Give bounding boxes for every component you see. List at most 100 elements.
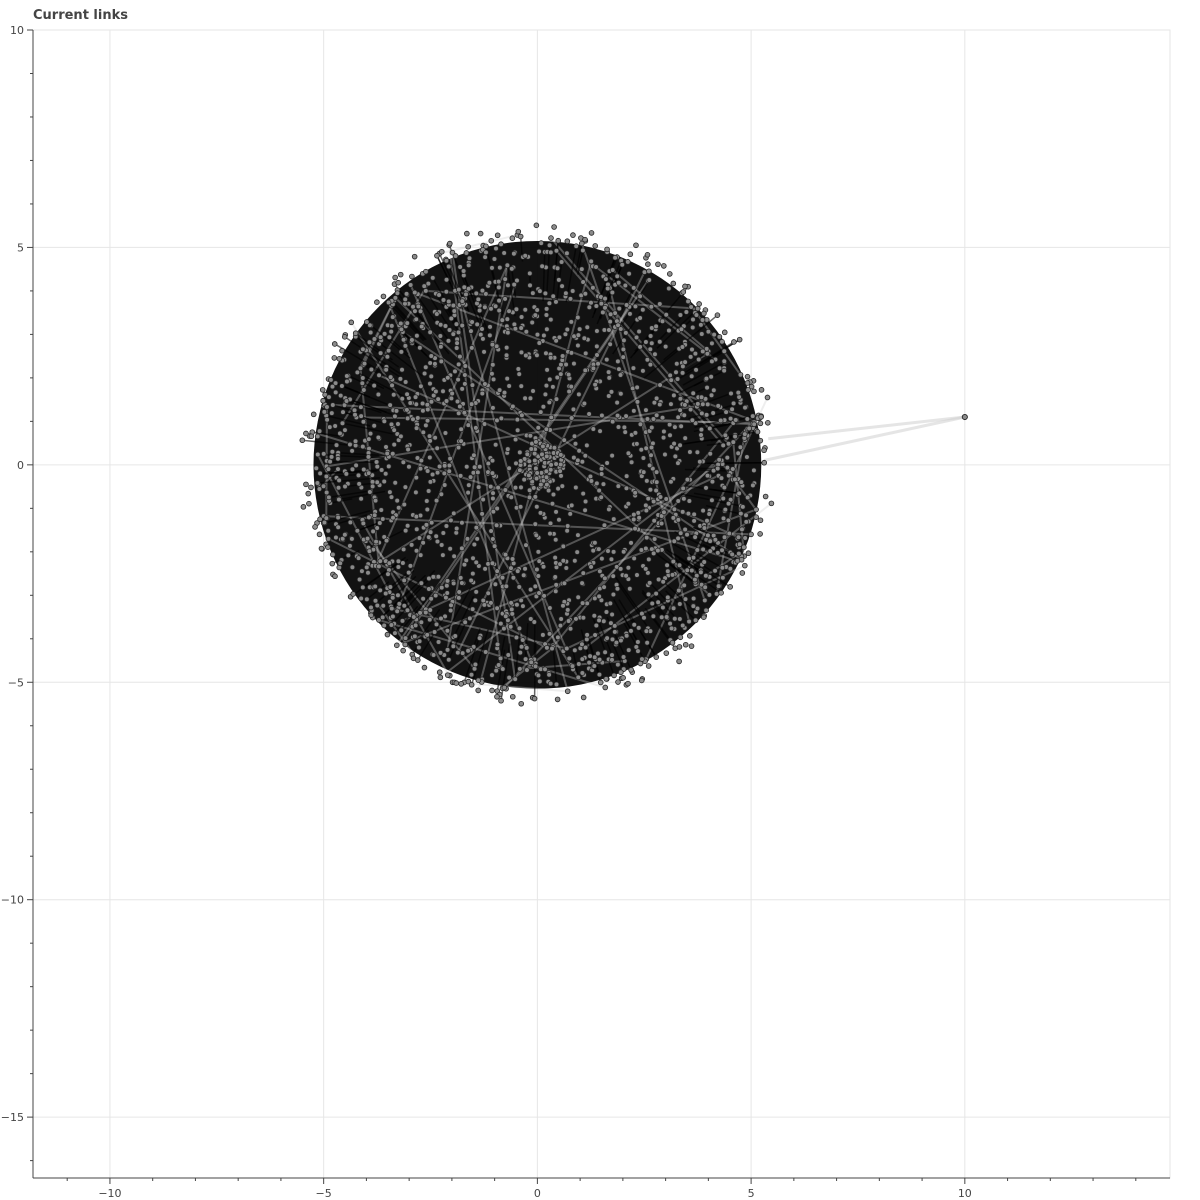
network-node	[679, 344, 686, 350]
network-node	[398, 326, 405, 333]
network-node	[604, 460, 610, 466]
network-node	[736, 336, 743, 343]
network-node	[614, 412, 621, 419]
network-node	[650, 416, 657, 422]
network-node	[556, 334, 563, 341]
network-node	[522, 395, 528, 402]
network-node	[449, 249, 456, 256]
network-node	[596, 593, 602, 600]
network-node	[580, 247, 586, 254]
network-node	[489, 457, 496, 464]
network-node	[618, 390, 624, 397]
network-node	[533, 475, 540, 482]
network-node	[360, 584, 366, 591]
network-node	[498, 697, 504, 704]
network-node	[663, 650, 670, 656]
network-node	[337, 430, 343, 437]
network-node	[620, 346, 627, 353]
network-node	[318, 545, 325, 552]
network-node	[675, 460, 681, 466]
network-node	[739, 526, 745, 533]
network-node	[551, 444, 558, 451]
network-node	[375, 391, 382, 398]
network-node	[703, 485, 709, 491]
network-node	[580, 490, 586, 497]
network-node	[447, 545, 453, 552]
network-node	[668, 401, 674, 407]
network-node	[306, 500, 312, 507]
network-node	[630, 516, 637, 523]
network-node	[552, 554, 558, 561]
network-node	[328, 410, 335, 416]
network-node	[532, 312, 539, 318]
network-node	[703, 572, 709, 579]
network-node	[374, 463, 381, 470]
network-node	[641, 614, 647, 621]
network-node	[722, 432, 729, 439]
network-node	[514, 568, 521, 574]
network-node	[367, 430, 374, 437]
network-node	[438, 343, 444, 350]
network-node	[457, 353, 463, 360]
network-node	[751, 467, 757, 474]
network-node	[404, 415, 411, 422]
edges	[302, 233, 966, 701]
network-node	[632, 430, 639, 436]
network-node	[611, 672, 617, 679]
network-node	[698, 394, 705, 401]
network-node	[467, 474, 474, 480]
network-node	[548, 462, 554, 468]
network-node	[579, 641, 585, 648]
network-node	[518, 700, 525, 707]
network-node	[640, 368, 646, 374]
network-node	[604, 285, 611, 292]
network-node	[566, 655, 573, 662]
network-node	[392, 413, 398, 420]
network-node	[536, 590, 542, 596]
network-node	[732, 476, 738, 483]
y-tick-label: −10	[1, 894, 24, 907]
network-node	[694, 547, 701, 553]
network-node	[635, 648, 641, 654]
network-node	[694, 449, 701, 456]
network-node	[471, 452, 477, 459]
network-node	[607, 341, 613, 348]
network-node	[731, 339, 737, 345]
network-node	[543, 306, 550, 312]
network-node	[537, 678, 543, 685]
edge	[612, 269, 710, 353]
network-node	[758, 414, 764, 420]
network-node	[377, 520, 383, 526]
network-node	[468, 681, 475, 688]
network-node	[363, 564, 370, 571]
network-node	[693, 312, 700, 318]
network-node	[494, 693, 500, 700]
network-node	[369, 479, 376, 485]
network-node	[455, 444, 462, 451]
network-node	[458, 438, 464, 444]
network-node	[388, 421, 395, 428]
network-node	[413, 489, 419, 496]
network-node	[569, 288, 576, 294]
network-node	[543, 453, 550, 460]
network-node	[475, 469, 481, 476]
network-node	[372, 597, 379, 604]
network-node	[454, 340, 460, 346]
network-node	[753, 514, 759, 520]
network-node	[597, 568, 603, 575]
edge	[342, 422, 393, 435]
network-node	[371, 512, 378, 519]
edge	[649, 548, 698, 585]
network-node	[427, 529, 434, 535]
network-node	[424, 406, 431, 413]
network-node	[743, 519, 750, 525]
network-node	[647, 361, 654, 368]
network-node	[673, 360, 680, 367]
network-node	[568, 383, 575, 390]
edge	[682, 361, 725, 386]
network-node	[737, 371, 744, 378]
network-node	[595, 650, 601, 657]
network-node	[753, 506, 759, 513]
network-node	[308, 484, 314, 491]
